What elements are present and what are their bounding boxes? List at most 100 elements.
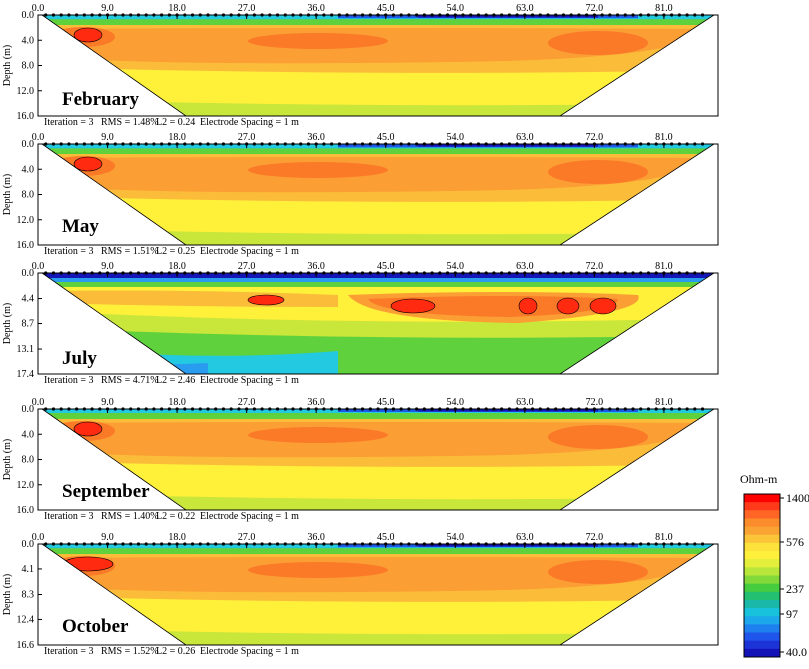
x-tick-label: 45.0 (377, 261, 395, 272)
pseudosection (42, 273, 714, 374)
legend-swatch (744, 640, 780, 650)
x-tick-label: 36.0 (307, 532, 325, 543)
month-label: February (62, 89, 140, 110)
rms-text: RMS = 1.52% (101, 646, 159, 657)
legend-swatch (744, 534, 780, 544)
x-tick-label: 18.0 (168, 261, 186, 272)
y-tick-label: 16.6 (17, 640, 35, 651)
y-tick-label: 16.0 (17, 240, 35, 251)
legend-frame (743, 493, 781, 658)
x-tick-label: 9.0 (101, 3, 114, 14)
electrode-row (44, 271, 705, 275)
x-tick-label: 9.0 (101, 132, 114, 143)
x-tick-label: 63.0 (516, 397, 534, 408)
y-tick-label: 16.0 (17, 111, 35, 122)
x-tick-label: 36.0 (307, 132, 325, 143)
l2-text: L2 = 0.25 (156, 246, 195, 257)
month-label: September (62, 481, 150, 502)
x-tick-label: 45.0 (377, 532, 395, 543)
x-tick-label: 36.0 (307, 261, 325, 272)
l2-text: L2 = 0.22 (156, 511, 195, 522)
legend-swatch (744, 494, 780, 503)
x-tick-label: 81.0 (655, 397, 673, 408)
x-tick-label: 63.0 (516, 261, 534, 272)
x-tick-label: 72.0 (586, 397, 604, 408)
x-tick-label: 18.0 (168, 397, 186, 408)
month-label: July (62, 348, 97, 369)
spacing-text: Electrode Spacing = 1 m (200, 246, 299, 257)
iteration-text: Iteration = 3 (44, 246, 94, 257)
x-tick-label: 0.0 (32, 397, 45, 408)
legend-swatch (744, 583, 780, 593)
iteration-text: Iteration = 3 (44, 117, 94, 128)
legend-swatch (744, 591, 780, 601)
x-tick-label: 54.0 (447, 132, 465, 143)
legend-tick-label: 576 (786, 535, 804, 549)
x-tick-label: 81.0 (655, 3, 673, 14)
legend-swatch (744, 624, 780, 634)
x-tick-label: 72.0 (586, 3, 604, 14)
y-tick-label: 8.0 (22, 190, 35, 201)
legend-swatch (744, 599, 780, 609)
x-tick-label: 9.0 (101, 532, 114, 543)
y-tick-label: 16.0 (17, 505, 35, 516)
x-tick-label: 45.0 (377, 3, 395, 14)
x-tick-label: 81.0 (655, 532, 673, 543)
x-tick-label: 63.0 (516, 532, 534, 543)
rms-text: RMS = 1.51% (101, 246, 159, 257)
y-tick-label: 8.0 (22, 61, 35, 72)
panel-october: 0.0 9.0 18.0 27.0 36.0 45.0 54.0 63.0 72.0 81.0 0.… (2, 532, 719, 657)
legend-swatch (744, 616, 780, 625)
x-tick-label: 54.0 (447, 397, 465, 408)
panel-february: 0.0 9.0 18.0 27.0 36.0 45.0 54.0 63.0 72.0 81.0 0.… (2, 3, 719, 128)
electrode-row (44, 142, 705, 146)
y-tick-label: 0.0 (22, 139, 35, 150)
x-tick-label: 18.0 (168, 532, 186, 543)
legend-swatch (744, 542, 780, 552)
legend-swatch (744, 575, 780, 585)
x-tick-label: 81.0 (655, 132, 673, 143)
iteration-text: Iteration = 3 (44, 646, 94, 657)
x-tick-label: 18.0 (168, 3, 186, 14)
x-tick-label: 54.0 (447, 532, 465, 543)
x-tick-label: 27.0 (238, 532, 256, 543)
panel-july: 0.0 9.0 18.0 27.0 36.0 45.0 54.0 63.0 72.0 81.0 0.… (2, 261, 719, 386)
pseudosection (42, 15, 714, 116)
legend-swatch (744, 648, 780, 658)
y-tick-label: 4.0 (22, 35, 35, 46)
rms-text: RMS = 4.71% (101, 375, 159, 386)
legend-tick-label: 40.0 (786, 645, 807, 659)
spacing-text: Electrode Spacing = 1 m (200, 375, 299, 386)
legend-tick-label: 97 (786, 607, 798, 621)
spacing-text: Electrode Spacing = 1 m (200, 117, 299, 128)
iteration-text: Iteration = 3 (44, 375, 94, 386)
pseudosection (42, 144, 714, 245)
rms-text: RMS = 1.40% (101, 511, 159, 522)
spacing-text: Electrode Spacing = 1 m (200, 511, 299, 522)
spacing-text: Electrode Spacing = 1 m (200, 646, 299, 657)
electrode-row (44, 13, 705, 17)
legend-swatch (744, 518, 780, 528)
x-tick-label: 45.0 (377, 132, 395, 143)
y-axis-label: Depth (m) (2, 574, 13, 615)
y-tick-label: 0.0 (22, 268, 35, 279)
month-label: October (62, 616, 129, 637)
x-tick-label: 0.0 (32, 132, 45, 143)
legend-tick-label: 1400 (786, 491, 809, 505)
y-tick-label: 12.0 (17, 480, 35, 491)
legend-swatch (744, 559, 780, 568)
panel-september: 0.0 9.0 18.0 27.0 36.0 45.0 54.0 63.0 72.0 81.0 0.… (2, 397, 719, 522)
rms-text: RMS = 1.48% (101, 117, 159, 128)
legend-title: Ohm-m (740, 472, 778, 486)
x-tick-label: 72.0 (586, 261, 604, 272)
month-label: May (62, 216, 99, 237)
color-scale-legend: Ohm-m 1400 576 237 97 40.0 (740, 472, 809, 659)
panel-may: 0.0 9.0 18.0 27.0 36.0 45.0 54.0 63.0 72.0 81.0 0.… (2, 132, 719, 257)
x-tick-label: 0.0 (32, 532, 45, 543)
x-tick-label: 27.0 (238, 397, 256, 408)
x-tick-label: 9.0 (101, 261, 114, 272)
x-tick-label: 27.0 (238, 132, 256, 143)
x-tick-label: 54.0 (447, 3, 465, 14)
legend-swatch (744, 551, 780, 560)
